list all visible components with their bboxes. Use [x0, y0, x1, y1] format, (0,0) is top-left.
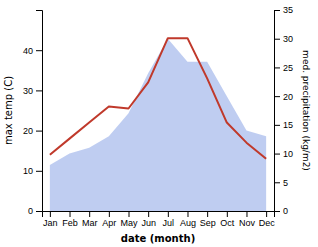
- tick-label: 5: [283, 178, 288, 188]
- tick-label: Apr: [102, 218, 116, 228]
- tick: 10: [23, 166, 42, 176]
- tick: Jul: [163, 211, 175, 228]
- tick-label: 15: [283, 120, 293, 130]
- tick-mark: [227, 211, 228, 217]
- tick-mark: [148, 211, 149, 217]
- tick-label: Aug: [180, 218, 196, 228]
- tick-label: 20: [283, 92, 293, 102]
- tick: 15: [274, 120, 293, 130]
- tick: 30: [274, 34, 293, 44]
- tick-mark: [36, 90, 42, 91]
- line: [50, 38, 266, 159]
- tick-mark: [274, 125, 280, 126]
- tick-label: 0: [28, 206, 33, 216]
- tick-label: 30: [23, 86, 33, 96]
- tick-label: 10: [283, 149, 293, 159]
- x-axis: Jan Feb Mar Apr MayJun Jul Aug Sep Oct NovDec: [43, 211, 276, 228]
- tick-mark: [207, 211, 208, 217]
- tick-label: Oct: [220, 218, 235, 228]
- axis-line: [36, 11, 43, 212]
- tick-label: 0: [283, 206, 288, 216]
- tick: Aug: [180, 211, 196, 228]
- tick-mark: [168, 211, 169, 217]
- tick-label: 40: [23, 46, 33, 56]
- tick-mark: [36, 131, 42, 132]
- tick: Sep: [200, 211, 216, 228]
- tick: Dec: [259, 211, 276, 228]
- tick-mark: [274, 211, 280, 212]
- tick: 20: [274, 92, 293, 102]
- tick-mark: [187, 211, 188, 217]
- tick-mark: [274, 39, 280, 40]
- area: [50, 39, 266, 211]
- tick: Oct: [220, 211, 235, 228]
- tick-mark: [266, 211, 267, 217]
- tick-mark: [36, 50, 42, 51]
- chart: Jan Feb Mar Apr MayJun Jul Aug Sep Oct NovDec 0 10 2…: [0, 0, 318, 247]
- tick-label: 10: [23, 166, 33, 176]
- y2-axis: 0 5 10 15 20 25 30 35: [274, 5, 293, 216]
- tick-label: 35: [283, 5, 293, 15]
- tick-mark: [274, 67, 280, 68]
- tick: 20: [23, 126, 42, 136]
- y-axis: 0 10 20 30 40: [23, 11, 43, 217]
- axis-line: [43, 212, 275, 218]
- tick-label: Jan: [43, 218, 58, 228]
- tick: Nov: [239, 211, 256, 228]
- tick: Mar: [82, 211, 98, 228]
- tick: 35: [274, 5, 293, 15]
- tick-label: Dec: [259, 218, 276, 228]
- x-axis-title: date (month): [121, 233, 195, 244]
- tick-label: 30: [283, 34, 293, 44]
- tick: 30: [23, 86, 42, 96]
- tick: 0: [274, 206, 288, 216]
- tick: May: [121, 211, 139, 228]
- plot-area: Jan Feb Mar Apr MayJun Jul Aug Sep Oct NovDec 0 10 2…: [3, 5, 311, 244]
- tick: Feb: [62, 211, 78, 228]
- tick-mark: [274, 182, 280, 183]
- tick-label: Feb: [62, 218, 78, 228]
- tick: Jun: [141, 211, 156, 228]
- tick: Jan: [43, 211, 58, 228]
- tick-label: 20: [23, 126, 33, 136]
- tick-mark: [246, 211, 247, 217]
- tick-label: Jul: [163, 218, 175, 228]
- tick-mark: [70, 211, 71, 217]
- tick-label: Mar: [82, 218, 98, 228]
- tick-label: Jun: [141, 218, 156, 228]
- tick-label: 25: [283, 63, 293, 73]
- axis-line: [275, 11, 281, 212]
- tick: 0: [28, 206, 42, 216]
- tick: Apr: [102, 211, 116, 228]
- marks: [50, 38, 266, 211]
- tick-label: Nov: [239, 218, 256, 228]
- tick-mark: [274, 10, 280, 11]
- tick-mark: [109, 211, 110, 217]
- tick-mark: [50, 211, 51, 217]
- tick-mark: [129, 211, 130, 217]
- tick: 40: [23, 46, 42, 56]
- tick-label: Sep: [200, 218, 216, 228]
- tick: 25: [274, 63, 293, 73]
- tick-mark: [89, 211, 90, 217]
- tick-label: May: [121, 218, 139, 228]
- y-axis-title: max temp (C): [3, 76, 14, 145]
- tick: 10: [274, 149, 293, 159]
- tick-mark: [274, 96, 280, 97]
- tick: 5: [274, 178, 288, 188]
- tick-mark: [36, 211, 42, 212]
- tick-mark: [274, 154, 280, 155]
- y2-axis-title: med. precipitation (kg/m2): [301, 50, 311, 171]
- tick-mark: [36, 171, 42, 172]
